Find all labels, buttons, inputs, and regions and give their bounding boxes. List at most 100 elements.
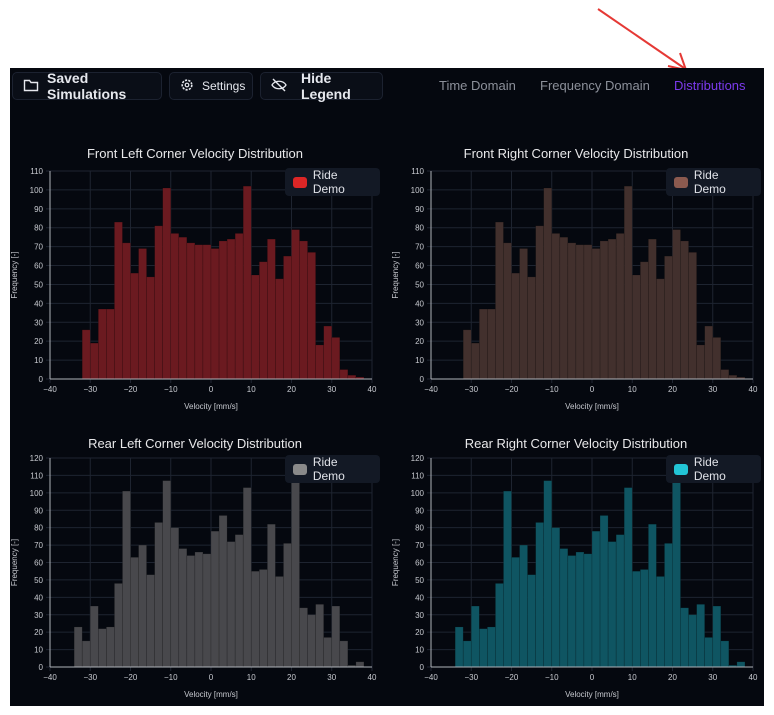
- x-tick-label: 0: [590, 673, 595, 682]
- histogram-bar: [106, 308, 115, 380]
- histogram-bar: [275, 278, 284, 380]
- x-tick-label: −30: [464, 385, 478, 394]
- y-tick-label: 40: [415, 299, 424, 308]
- settings-label: Settings: [202, 79, 246, 93]
- histogram-bar: [178, 236, 188, 380]
- histogram-bar: [267, 523, 276, 668]
- histogram-bar: [648, 523, 657, 668]
- y-axis-label: Frequency [-]: [391, 251, 400, 298]
- histogram-bar: [591, 530, 601, 668]
- x-tick-label: 0: [209, 673, 214, 682]
- histogram-bar: [218, 240, 228, 380]
- legend-item[interactable]: Ride Demo: [285, 455, 380, 483]
- histogram-bar: [639, 569, 649, 668]
- histogram-bar: [202, 244, 212, 380]
- hide-legend-button[interactable]: Hide Legend: [260, 70, 383, 102]
- saved-simulations-button[interactable]: Saved Simulations: [12, 70, 162, 102]
- x-tick-label: 10: [628, 385, 637, 394]
- y-tick-label: 80: [34, 524, 43, 533]
- y-tick-label: 70: [34, 541, 43, 550]
- x-tick-label: −30: [464, 673, 478, 682]
- histogram-bar: [162, 480, 172, 668]
- legend-item[interactable]: Ride Demo: [666, 168, 761, 196]
- app-panel: Saved Simulations Settings Hide Legend T…: [10, 68, 764, 706]
- histogram-bar: [454, 626, 464, 668]
- histogram-bar: [462, 640, 472, 668]
- histogram-bar: [138, 544, 147, 668]
- histogram-bar: [339, 640, 349, 668]
- y-tick-label: 100: [411, 489, 425, 498]
- legend-swatch: [293, 463, 307, 475]
- x-tick-label: −20: [505, 673, 519, 682]
- y-tick-label: 20: [34, 337, 43, 346]
- legend-item[interactable]: Ride Demo: [666, 455, 761, 483]
- histogram-bar: [250, 274, 260, 380]
- tab-time-domain[interactable]: Time Domain: [439, 78, 516, 93]
- x-tick-label: −40: [424, 385, 438, 394]
- histogram-bar: [122, 242, 131, 380]
- histogram-bar: [170, 233, 180, 380]
- histogram-bar: [559, 236, 569, 380]
- histogram-bar: [154, 225, 163, 380]
- x-tick-label: 20: [287, 385, 296, 394]
- y-tick-label: 10: [34, 646, 43, 655]
- y-tick-label: 50: [415, 576, 424, 585]
- y-tick-label: 80: [415, 224, 424, 233]
- histogram-bar: [299, 240, 308, 380]
- x-tick-label: 30: [327, 385, 336, 394]
- chart-title: Rear Right Corner Velocity Distribution: [464, 436, 688, 451]
- y-tick-label: 100: [30, 186, 44, 195]
- histogram-bar: [81, 640, 91, 668]
- histogram-bar: [503, 242, 512, 380]
- histogram-bar: [648, 238, 657, 380]
- y-tick-label: 50: [34, 280, 43, 289]
- y-tick-label: 0: [39, 375, 44, 384]
- y-axis-label: Frequency [-]: [10, 539, 19, 586]
- histogram-bar: [487, 308, 496, 380]
- settings-button[interactable]: Settings: [169, 72, 253, 100]
- tab-frequency-domain[interactable]: Frequency Domain: [540, 78, 650, 93]
- y-tick-label: 110: [30, 167, 43, 176]
- histogram-bar: [712, 605, 722, 668]
- y-tick-label: 60: [415, 262, 424, 271]
- x-tick-label: 20: [668, 385, 677, 394]
- rear-left-chart: Rear Left Corner Velocity Distribution 0 1…: [0, 430, 380, 715]
- x-tick-label: 10: [247, 673, 256, 682]
- y-tick-label: 20: [415, 628, 424, 637]
- histogram-bar: [527, 276, 536, 380]
- x-tick-label: 30: [708, 385, 717, 394]
- x-tick-label: −20: [505, 385, 519, 394]
- x-tick-label: −10: [164, 673, 178, 682]
- rear-right-chart: Rear Right Corner Velocity Distribution 0…: [381, 430, 761, 715]
- histogram-bar: [291, 229, 300, 380]
- histogram-bar: [339, 369, 349, 380]
- x-tick-label: 40: [368, 673, 377, 682]
- legend-item[interactable]: Ride Demo: [285, 168, 380, 196]
- x-tick-label: 0: [590, 385, 595, 394]
- histogram-bar: [226, 541, 236, 668]
- x-tick-label: 10: [628, 673, 637, 682]
- histogram-bar: [234, 534, 244, 668]
- legend-label: Ride Demo: [312, 455, 345, 483]
- histogram-bar: [479, 628, 488, 668]
- plot: 0 10 20 30 40 50 60 70 80 90 100 110 −40 −30 −20 −10 0 10…: [391, 167, 758, 411]
- x-tick-label: 10: [247, 385, 256, 394]
- y-tick-label: 20: [34, 628, 43, 637]
- histogram-bar: [307, 252, 316, 380]
- histogram-bar: [291, 466, 300, 668]
- histogram-bar: [258, 261, 268, 380]
- histogram-bar: [495, 221, 504, 380]
- saved-simulations-label: Saved Simulations: [47, 70, 127, 102]
- histogram-bar: [487, 626, 496, 668]
- histogram-bar: [210, 248, 220, 380]
- y-tick-label: 110: [411, 471, 424, 480]
- histogram-bar: [567, 242, 577, 380]
- histogram-bar: [575, 551, 585, 668]
- histogram-bar: [567, 555, 577, 668]
- histogram-bar: [73, 626, 83, 668]
- x-tick-label: 0: [209, 385, 214, 394]
- y-tick-label: 120: [411, 454, 425, 463]
- tab-distributions[interactable]: Distributions: [674, 78, 746, 93]
- histogram-bar: [527, 574, 536, 668]
